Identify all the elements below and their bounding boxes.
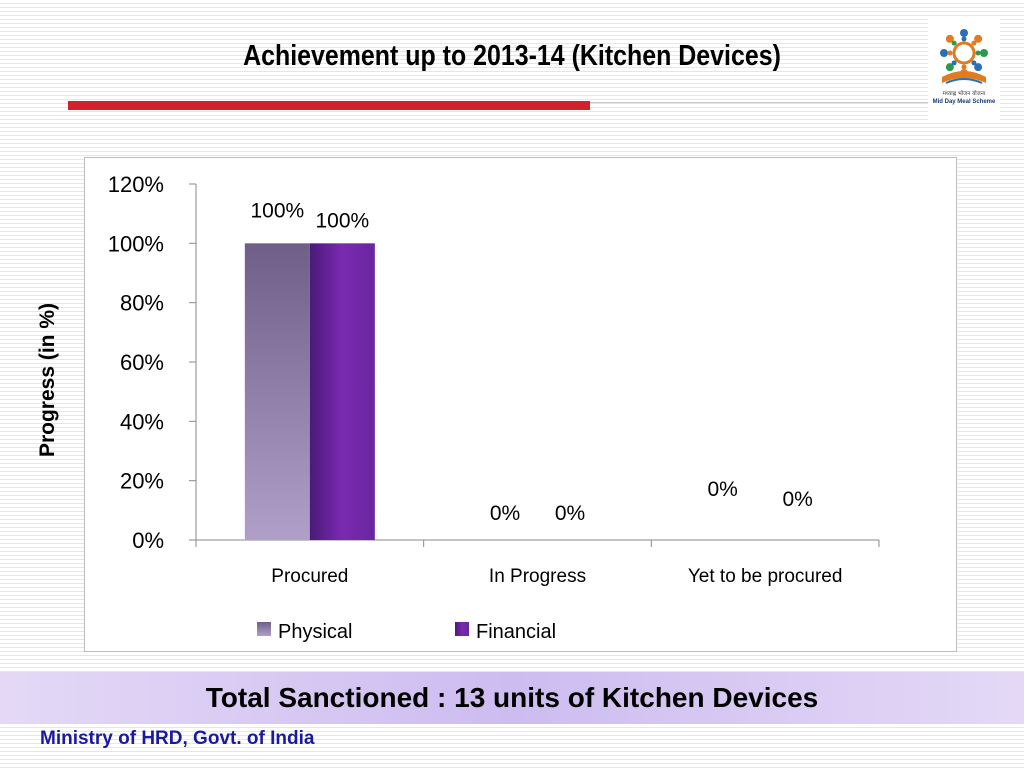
slide-title: Achievement up to 2013-14 (Kitchen Devic…	[243, 40, 781, 72]
logo-english-text: Mid Day Meal Scheme	[933, 99, 996, 105]
logo-hindi-text: मध्याह्न भोजन योजना	[943, 90, 986, 97]
y-tick-label: 0%	[132, 528, 164, 553]
footer-band: Total Sanctioned : 13 units of Kitchen D…	[0, 672, 1024, 724]
legend-label-financial: Financial	[476, 621, 556, 643]
bar-physical	[244, 243, 310, 541]
legend-swatch-physical	[257, 622, 271, 636]
legend-swatch-financial	[455, 622, 469, 636]
legend-label-physical: Physical	[278, 621, 352, 643]
x-category-label: Yet to be procured	[688, 566, 843, 587]
title-rule-red	[68, 101, 590, 110]
y-tick-label: 60%	[120, 350, 164, 375]
y-tick-label: 40%	[120, 409, 164, 434]
y-tick-label: 120%	[108, 172, 164, 197]
data-label: 0%	[555, 502, 585, 525]
logo-emblem-icon	[940, 29, 988, 84]
data-label: 0%	[782, 488, 812, 511]
data-label: 100%	[250, 199, 304, 222]
mid-day-meal-logo: मध्याह्न भोजन योजना Mid Day Meal Scheme	[928, 17, 1000, 121]
bar-financial	[309, 243, 375, 541]
data-label: 0%	[490, 502, 520, 525]
x-category-label: In Progress	[489, 566, 586, 587]
footer-total-sanctioned: Total Sanctioned : 13 units of Kitchen D…	[205, 682, 819, 713]
y-tick-label: 80%	[120, 291, 164, 316]
y-tick-label: 100%	[108, 231, 164, 256]
y-tick-label: 20%	[120, 469, 164, 494]
ministry-label: Ministry of HRD, Govt. of India	[40, 728, 315, 749]
x-category-label: Procured	[271, 566, 348, 587]
chart-panel	[84, 157, 957, 652]
data-label: 100%	[315, 209, 369, 232]
title-rule-gray	[590, 102, 930, 103]
y-axis-title: Progress (in %)	[36, 302, 59, 458]
data-label: 0%	[707, 478, 737, 501]
